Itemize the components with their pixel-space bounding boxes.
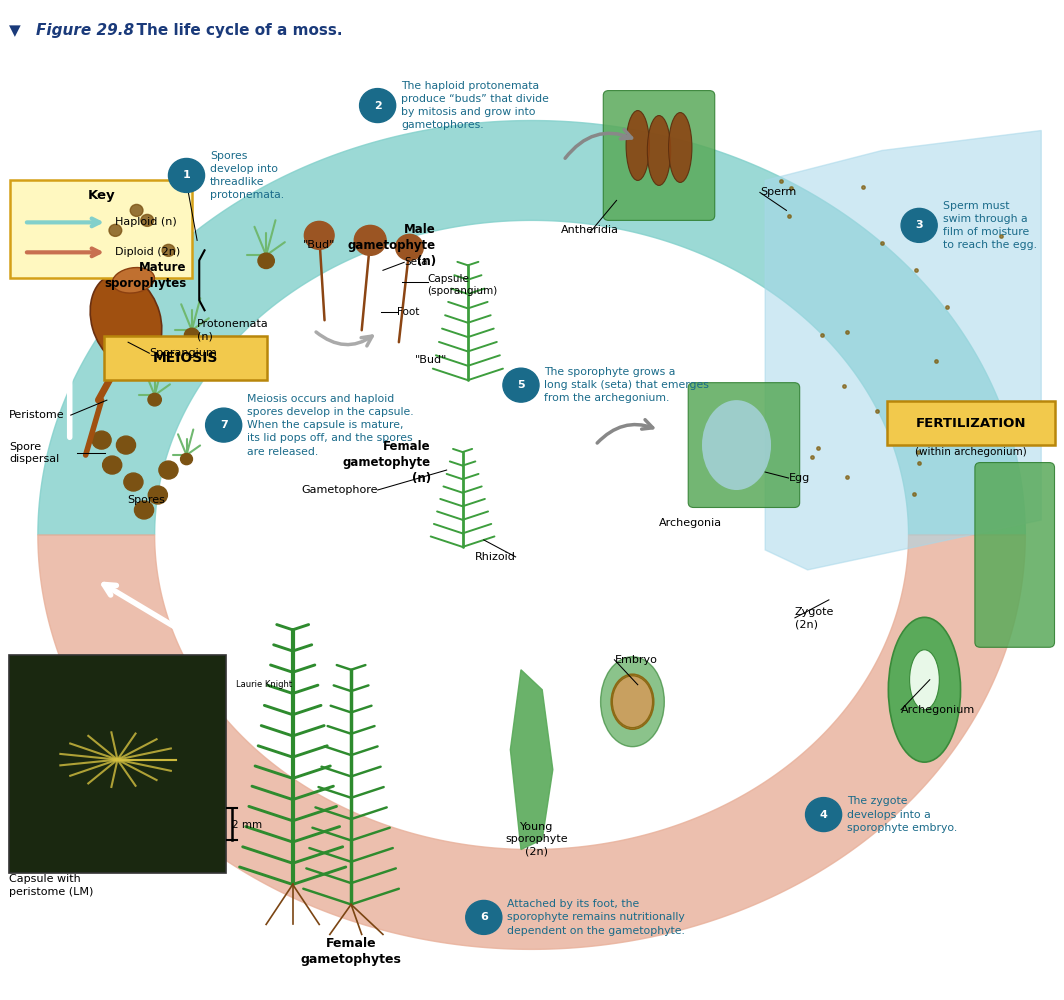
Text: Gametophore: Gametophore xyxy=(301,485,378,495)
Ellipse shape xyxy=(90,274,162,367)
Text: Meiosis occurs and haploid
spores develop in the capsule.
When the capsule is ma: Meiosis occurs and haploid spores develo… xyxy=(247,394,414,457)
Circle shape xyxy=(116,436,135,454)
Circle shape xyxy=(503,368,539,402)
Ellipse shape xyxy=(626,111,649,180)
Text: Sperm must
swim through a
film of moisture
to reach the egg.: Sperm must swim through a film of moistu… xyxy=(943,201,1036,250)
Text: Haploid (n): Haploid (n) xyxy=(115,217,177,227)
Text: "Bud": "Bud" xyxy=(415,355,447,365)
Circle shape xyxy=(805,798,842,832)
Text: The zygote
develops into a
sporophyte embryo.: The zygote develops into a sporophyte em… xyxy=(847,796,958,833)
Text: 2 mm: 2 mm xyxy=(232,820,263,830)
Circle shape xyxy=(123,473,143,491)
FancyBboxPatch shape xyxy=(103,336,267,380)
Circle shape xyxy=(257,253,275,269)
Text: FERTILIZATION: FERTILIZATION xyxy=(916,417,1027,430)
Text: Diploid (2n): Diploid (2n) xyxy=(115,247,181,257)
Circle shape xyxy=(181,453,193,465)
Text: Young
sporophyte
(2n): Young sporophyte (2n) xyxy=(505,822,568,856)
Circle shape xyxy=(92,431,111,449)
Circle shape xyxy=(102,456,121,474)
Circle shape xyxy=(162,244,174,256)
Text: Capsule
(sporangium): Capsule (sporangium) xyxy=(428,274,498,296)
Text: Attached by its foot, the
sporophyte remains nutritionally
dependent on the game: Attached by its foot, the sporophyte rem… xyxy=(508,899,685,936)
Text: Antheridia: Antheridia xyxy=(561,225,619,235)
Text: Peristome: Peristome xyxy=(10,410,65,420)
Text: 6: 6 xyxy=(480,912,487,922)
Text: Zygote
(2n): Zygote (2n) xyxy=(795,607,834,629)
Circle shape xyxy=(134,501,153,519)
Text: Male
gametophyte
(n): Male gametophyte (n) xyxy=(348,223,436,268)
FancyBboxPatch shape xyxy=(603,91,715,220)
Text: 5: 5 xyxy=(517,380,525,390)
Text: Laurie Knight: Laurie Knight xyxy=(236,680,293,689)
Text: The haploid protonemata
produce “buds” that divide
by mitosis and grow into
game: The haploid protonemata produce “buds” t… xyxy=(401,81,549,130)
Text: "Bud": "Bud" xyxy=(303,240,335,250)
Text: Archegonia: Archegonia xyxy=(660,518,722,528)
Text: Figure 29.8: Figure 29.8 xyxy=(36,23,134,38)
Text: Sporangium: Sporangium xyxy=(149,348,217,358)
Text: The sporophyte grows a
long stalk (seta) that emerges
from the archegonium.: The sporophyte grows a long stalk (seta)… xyxy=(545,367,710,403)
Text: Female
gametophytes: Female gametophytes xyxy=(301,937,401,966)
Text: Egg: Egg xyxy=(788,473,810,483)
Polygon shape xyxy=(511,670,553,850)
FancyBboxPatch shape xyxy=(887,401,1055,445)
Text: 1: 1 xyxy=(183,170,190,180)
Text: Spores: Spores xyxy=(128,495,165,505)
Ellipse shape xyxy=(702,400,771,490)
Text: MEIOSIS: MEIOSIS xyxy=(153,351,218,365)
Circle shape xyxy=(466,900,502,934)
Circle shape xyxy=(159,461,178,479)
Ellipse shape xyxy=(647,116,670,185)
Text: Rhizoid: Rhizoid xyxy=(475,552,516,562)
Circle shape xyxy=(148,393,162,406)
Circle shape xyxy=(205,408,242,442)
Circle shape xyxy=(148,486,167,504)
Circle shape xyxy=(304,221,334,249)
Text: 3: 3 xyxy=(915,220,922,230)
Ellipse shape xyxy=(612,676,652,728)
Ellipse shape xyxy=(113,268,154,293)
Circle shape xyxy=(184,328,199,342)
Text: The life cycle of a moss.: The life cycle of a moss. xyxy=(126,23,343,38)
Text: Seta: Seta xyxy=(404,257,428,267)
Ellipse shape xyxy=(910,650,940,710)
Circle shape xyxy=(360,89,396,123)
FancyBboxPatch shape xyxy=(10,655,226,873)
Text: Capsule with
peristome (LM): Capsule with peristome (LM) xyxy=(10,874,94,897)
Text: Embryo: Embryo xyxy=(614,655,658,665)
Text: Mature
sporophytes: Mature sporophytes xyxy=(104,261,186,290)
Text: 4: 4 xyxy=(819,810,828,820)
Circle shape xyxy=(130,204,143,216)
FancyBboxPatch shape xyxy=(688,383,800,507)
Text: 7: 7 xyxy=(220,420,228,430)
Ellipse shape xyxy=(888,617,961,762)
Ellipse shape xyxy=(668,113,692,182)
Text: ▼: ▼ xyxy=(10,23,21,38)
Ellipse shape xyxy=(611,674,653,729)
Text: Spores
develop into
threadlike
protonemata.: Spores develop into threadlike protonema… xyxy=(210,151,284,200)
Circle shape xyxy=(109,224,121,236)
FancyBboxPatch shape xyxy=(975,463,1054,647)
FancyBboxPatch shape xyxy=(11,180,192,278)
Text: Foot: Foot xyxy=(397,307,419,317)
Text: (within archegonium): (within archegonium) xyxy=(915,447,1027,457)
Polygon shape xyxy=(38,535,1026,949)
Circle shape xyxy=(140,214,153,226)
Text: Protonemata
(n): Protonemata (n) xyxy=(197,319,269,341)
Polygon shape xyxy=(38,121,1026,535)
Text: Sperm: Sperm xyxy=(760,187,796,197)
Ellipse shape xyxy=(600,657,664,747)
Text: Archegonium: Archegonium xyxy=(901,705,976,715)
Circle shape xyxy=(354,225,386,255)
Circle shape xyxy=(396,234,423,260)
Circle shape xyxy=(168,158,204,192)
Circle shape xyxy=(901,208,937,242)
Text: Female
gametophyte
(n): Female gametophyte (n) xyxy=(343,440,431,485)
Text: Key: Key xyxy=(87,189,115,202)
Polygon shape xyxy=(765,131,1042,570)
Text: 2: 2 xyxy=(373,101,382,111)
Text: Spore
dispersal: Spore dispersal xyxy=(10,442,60,464)
